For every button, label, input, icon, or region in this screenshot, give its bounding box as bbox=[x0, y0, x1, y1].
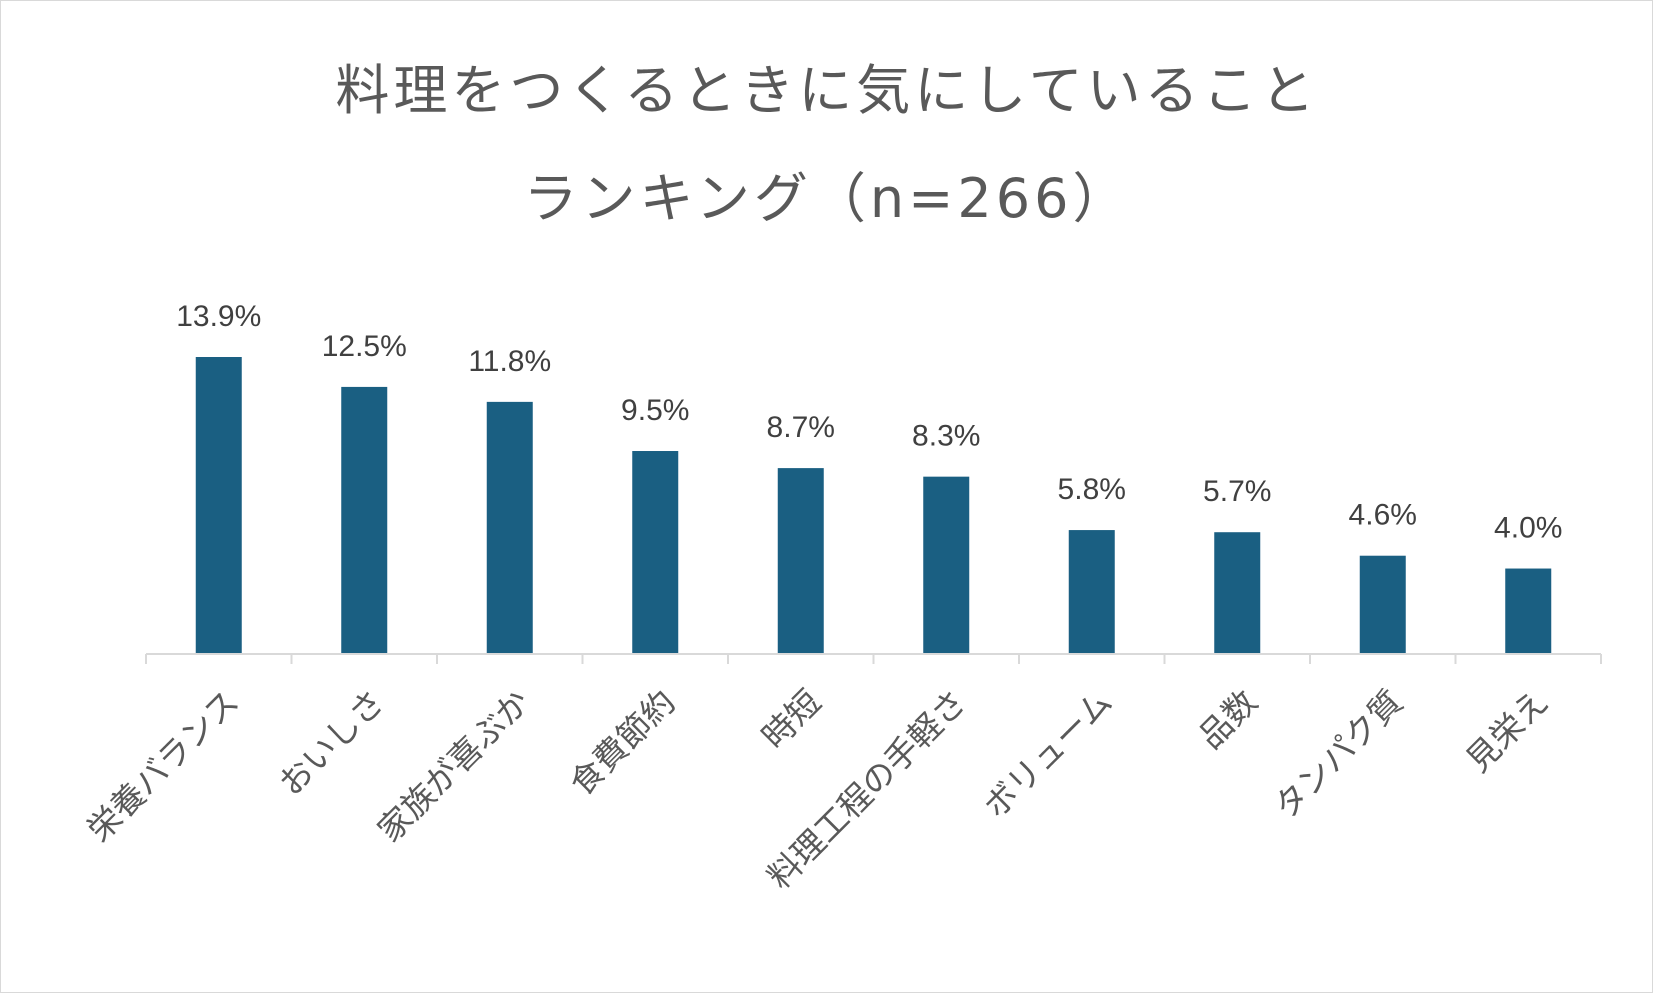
data-label: 5.8% bbox=[1058, 473, 1126, 506]
data-labels: 13.9% 12.5% 11.8% 9.5% 8.7% 8.3% 5.8% 5.7% 4.6% 4… bbox=[176, 300, 1562, 545]
bar bbox=[1214, 532, 1261, 654]
data-label: 5.7% bbox=[1203, 475, 1271, 508]
bar bbox=[1068, 530, 1115, 654]
bar bbox=[632, 451, 679, 654]
data-label: 8.7% bbox=[767, 411, 835, 444]
category-label: 見栄え bbox=[1458, 682, 1556, 780]
bar bbox=[1505, 568, 1552, 654]
bar bbox=[923, 476, 970, 654]
data-label: 4.0% bbox=[1494, 512, 1562, 545]
data-label: 13.9% bbox=[176, 300, 261, 333]
category-label: ボリューム bbox=[976, 682, 1120, 826]
category-label: 時短 bbox=[754, 682, 828, 756]
data-label: 4.6% bbox=[1349, 499, 1417, 532]
category-label: 家族が喜ぶか bbox=[370, 682, 538, 850]
category-label: おいしさ bbox=[271, 682, 392, 803]
bar bbox=[777, 468, 824, 654]
data-label: 12.5% bbox=[322, 330, 407, 363]
chart-title-line-2: ランキング（n=266） bbox=[524, 167, 1131, 230]
data-label: 9.5% bbox=[621, 394, 689, 427]
category-label: 品数 bbox=[1191, 682, 1265, 756]
x-axis bbox=[145, 653, 1602, 664]
category-label: 栄養バランス bbox=[79, 682, 246, 849]
category-label: 食費節約 bbox=[562, 682, 683, 803]
bar-series bbox=[195, 357, 1552, 654]
data-label: 11.8% bbox=[468, 345, 551, 378]
bar bbox=[195, 357, 242, 654]
data-label: 8.3% bbox=[912, 420, 980, 453]
bar bbox=[341, 386, 388, 654]
category-label: タンパク質 bbox=[1266, 682, 1410, 826]
bar bbox=[486, 401, 533, 654]
chart-title-line-1: 料理をつくるときに気にしていること bbox=[335, 59, 1318, 122]
bar bbox=[1359, 555, 1406, 654]
